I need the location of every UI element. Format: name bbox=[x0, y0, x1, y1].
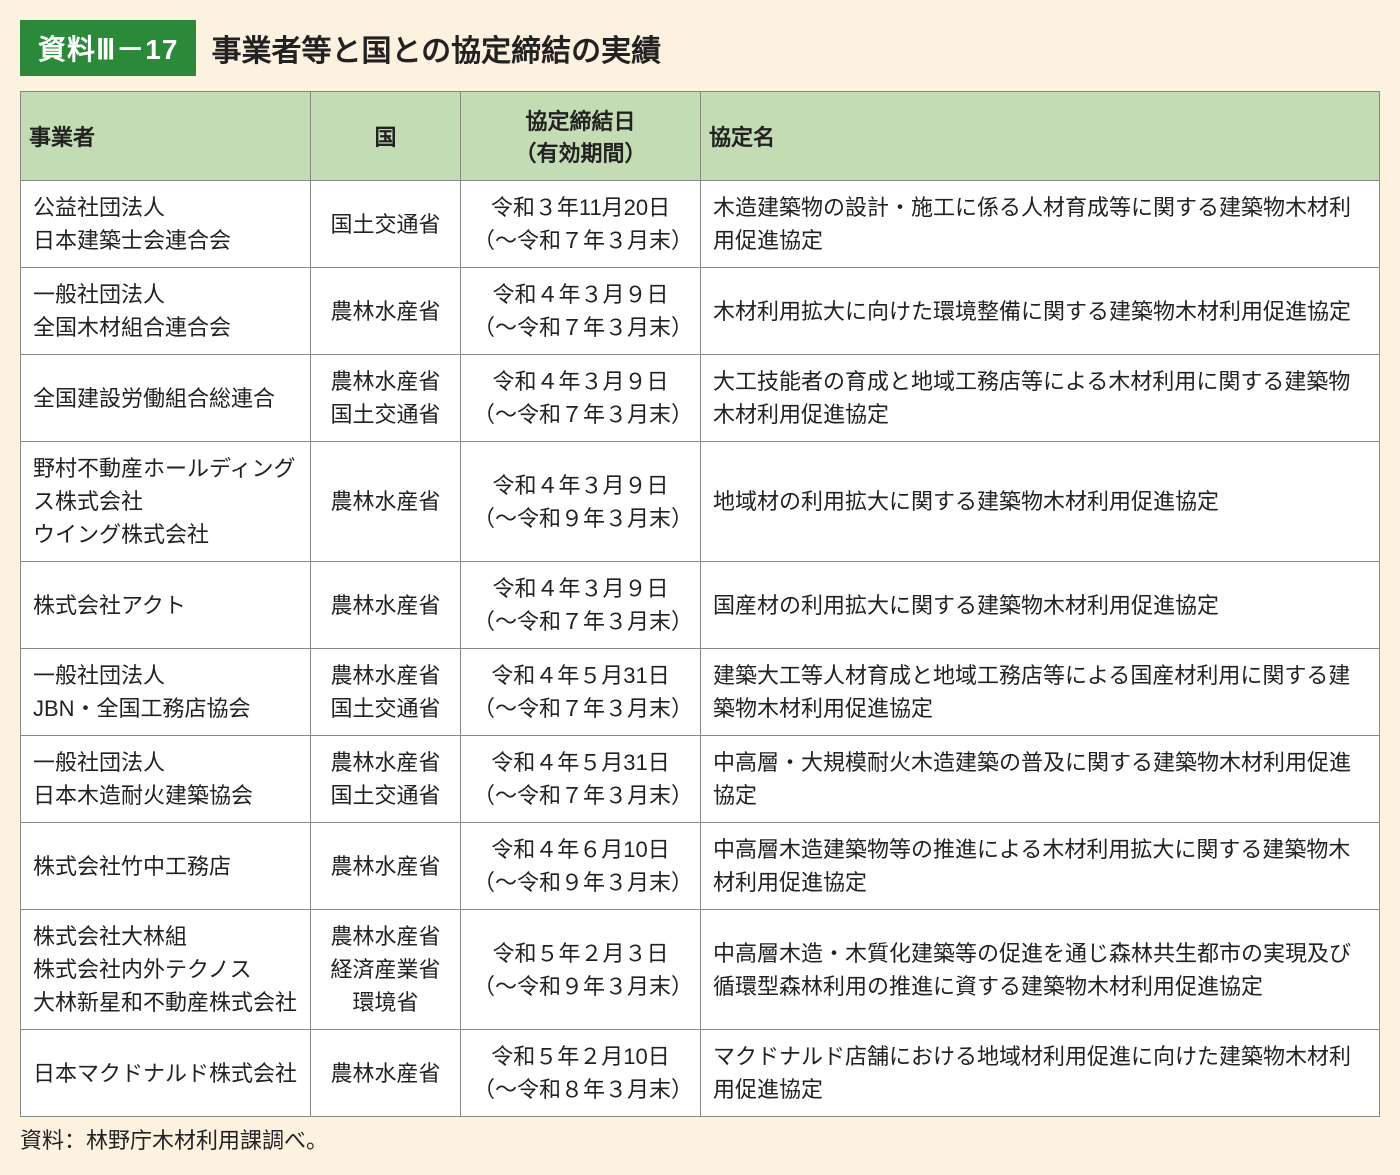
cell-name: 大工技能者の育成と地域工務店等による木材利用に関する建築物木材利用促進協定 bbox=[701, 355, 1380, 442]
cell-date: 令和４年３月９日（～令和７年３月末） bbox=[461, 562, 701, 649]
agreements-table: 事業者 国 協定締結日（有効期間） 協定名 公益社団法人日本建築士会連合会国土交… bbox=[20, 91, 1380, 1117]
col-header-name: 協定名 bbox=[701, 92, 1380, 181]
cell-country: 農林水産省 bbox=[311, 562, 461, 649]
cell-date: 令和５年２月10日（～令和８年３月末） bbox=[461, 1030, 701, 1117]
cell-name: 木材利用拡大に向けた環境整備に関する建築物木材利用促進協定 bbox=[701, 268, 1380, 355]
source-note: 資料：林野庁木材利用課調べ。 bbox=[20, 1123, 1380, 1155]
table-head: 事業者 国 協定締結日（有効期間） 協定名 bbox=[21, 92, 1380, 181]
cell-operator: 野村不動産ホールディングス株式会社ウイング株式会社 bbox=[21, 442, 311, 562]
cell-country: 農林水産省 bbox=[311, 823, 461, 910]
table-row: 一般社団法人全国木材組合連合会農林水産省令和４年３月９日（～令和７年３月末）木材… bbox=[21, 268, 1380, 355]
table-row: 株式会社竹中工務店農林水産省令和４年６月10日（～令和９年３月末）中高層木造建築… bbox=[21, 823, 1380, 910]
cell-date: 令和４年３月９日（～令和７年３月末） bbox=[461, 355, 701, 442]
cell-operator: 公益社団法人日本建築士会連合会 bbox=[21, 181, 311, 268]
cell-country: 農林水産省 bbox=[311, 442, 461, 562]
cell-name: 中高層木造・木質化建築等の促進を通じ森林共生都市の実現及び循環型森林利用の推進に… bbox=[701, 910, 1380, 1030]
cell-operator: 全国建設労働組合総連合 bbox=[21, 355, 311, 442]
table-row: 株式会社アクト農林水産省令和４年３月９日（～令和７年３月末）国産材の利用拡大に関… bbox=[21, 562, 1380, 649]
cell-country: 農林水産省国土交通省 bbox=[311, 355, 461, 442]
cell-name: 地域材の利用拡大に関する建築物木材利用促進協定 bbox=[701, 442, 1380, 562]
table-row: 株式会社大林組株式会社内外テクノス大林新星和不動産株式会社農林水産省経済産業省環… bbox=[21, 910, 1380, 1030]
col-header-country: 国 bbox=[311, 92, 461, 181]
cell-operator: 一般社団法人日本木造耐火建築協会 bbox=[21, 736, 311, 823]
cell-operator: 株式会社アクト bbox=[21, 562, 311, 649]
cell-country: 農林水産省 bbox=[311, 268, 461, 355]
cell-date: 令和５年２月３日（～令和９年３月末） bbox=[461, 910, 701, 1030]
table-row: 野村不動産ホールディングス株式会社ウイング株式会社農林水産省令和４年３月９日（～… bbox=[21, 442, 1380, 562]
cell-operator: 一般社団法人JBN・全国工務店協会 bbox=[21, 649, 311, 736]
table-row: 一般社団法人JBN・全国工務店協会農林水産省国土交通省令和４年５月31日（～令和… bbox=[21, 649, 1380, 736]
cell-name: 中高層・大規模耐火木造建築の普及に関する建築物木材利用促進協定 bbox=[701, 736, 1380, 823]
cell-name: 木造建築物の設計・施工に係る人材育成等に関する建築物木材利用促進協定 bbox=[701, 181, 1380, 268]
cell-country: 農林水産省経済産業省環境省 bbox=[311, 910, 461, 1030]
col-header-date: 協定締結日（有効期間） bbox=[461, 92, 701, 181]
cell-name: 国産材の利用拡大に関する建築物木材利用促進協定 bbox=[701, 562, 1380, 649]
cell-date: 令和４年３月９日（～令和７年３月末） bbox=[461, 268, 701, 355]
reference-badge: 資料Ⅲ－17 bbox=[20, 20, 196, 76]
cell-name: 中高層木造建築物等の推進による木材利用拡大に関する建築物木材利用促進協定 bbox=[701, 823, 1380, 910]
cell-name: マクドナルド店舗における地域材利用促進に向けた建築物木材利用促進協定 bbox=[701, 1030, 1380, 1117]
document-header: 資料Ⅲ－17 事業者等と国との協定締結の実績 bbox=[20, 20, 1380, 76]
cell-country: 農林水産省 bbox=[311, 1030, 461, 1117]
cell-date: 令和３年11月20日（～令和７年３月末） bbox=[461, 181, 701, 268]
cell-country: 農林水産省国土交通省 bbox=[311, 649, 461, 736]
cell-date: 令和４年３月９日（～令和９年３月末） bbox=[461, 442, 701, 562]
cell-name: 建築大工等人材育成と地域工務店等による国産材利用に関する建築物木材利用促進協定 bbox=[701, 649, 1380, 736]
table-row: 一般社団法人日本木造耐火建築協会農林水産省国土交通省令和４年５月31日（～令和７… bbox=[21, 736, 1380, 823]
cell-operator: 日本マクドナルド株式会社 bbox=[21, 1030, 311, 1117]
cell-date: 令和４年５月31日（～令和７年３月末） bbox=[461, 649, 701, 736]
table-row: 公益社団法人日本建築士会連合会国土交通省令和３年11月20日（～令和７年３月末）… bbox=[21, 181, 1380, 268]
cell-country: 農林水産省国土交通省 bbox=[311, 736, 461, 823]
cell-date: 令和４年６月10日（～令和９年３月末） bbox=[461, 823, 701, 910]
col-header-operator: 事業者 bbox=[21, 92, 311, 181]
cell-operator: 一般社団法人全国木材組合連合会 bbox=[21, 268, 311, 355]
table-row: 日本マクドナルド株式会社農林水産省令和５年２月10日（～令和８年３月末）マクドナ… bbox=[21, 1030, 1380, 1117]
table-body: 公益社団法人日本建築士会連合会国土交通省令和３年11月20日（～令和７年３月末）… bbox=[21, 181, 1380, 1117]
cell-country: 国土交通省 bbox=[311, 181, 461, 268]
cell-operator: 株式会社竹中工務店 bbox=[21, 823, 311, 910]
table-row: 全国建設労働組合総連合農林水産省国土交通省令和４年３月９日（～令和７年３月末）大… bbox=[21, 355, 1380, 442]
page-title: 事業者等と国との協定締結の実績 bbox=[211, 26, 661, 70]
cell-operator: 株式会社大林組株式会社内外テクノス大林新星和不動産株式会社 bbox=[21, 910, 311, 1030]
cell-date: 令和４年５月31日（～令和７年３月末） bbox=[461, 736, 701, 823]
